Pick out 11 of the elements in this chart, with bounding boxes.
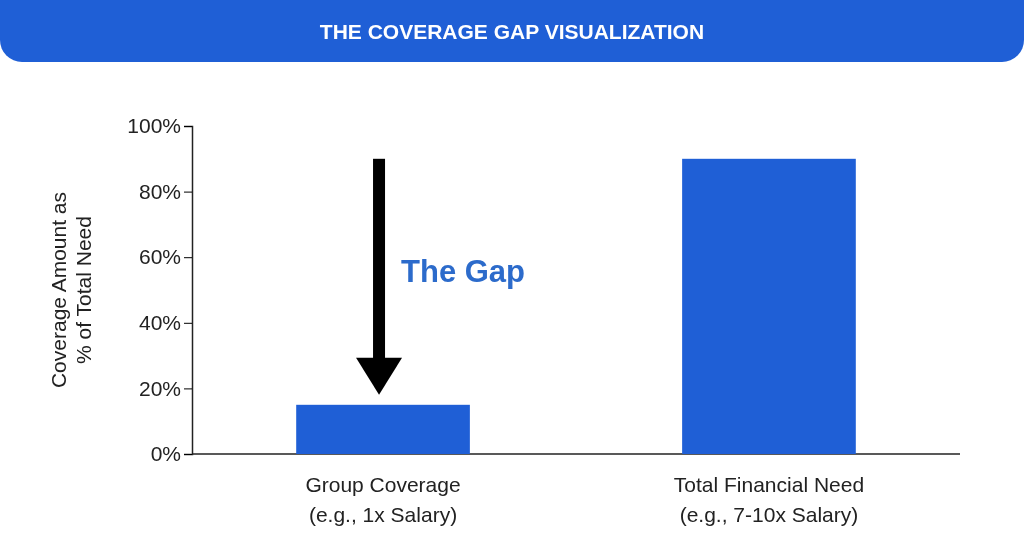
y-tick-label: 80% bbox=[138, 179, 181, 203]
chart-title: THE COVERAGE GAP VISUALIZATION bbox=[319, 20, 705, 43]
y-tick-label: 40% bbox=[138, 311, 181, 335]
x-tick-label: Total Financial Need (e.g., 7-10x Salary) bbox=[673, 473, 865, 526]
y-axis-title: Coverage Amount as % of Total Need bbox=[47, 191, 95, 389]
annotation: The Gap bbox=[401, 254, 526, 289]
y-tick-label: 60% bbox=[138, 245, 181, 269]
y-tick-label: 20% bbox=[138, 376, 181, 400]
x-tick-label: Group Coverage (e.g., 1x Salary) bbox=[305, 473, 461, 526]
y-tick-label: 0% bbox=[150, 442, 181, 466]
y-tick-label: 100% bbox=[127, 114, 181, 138]
